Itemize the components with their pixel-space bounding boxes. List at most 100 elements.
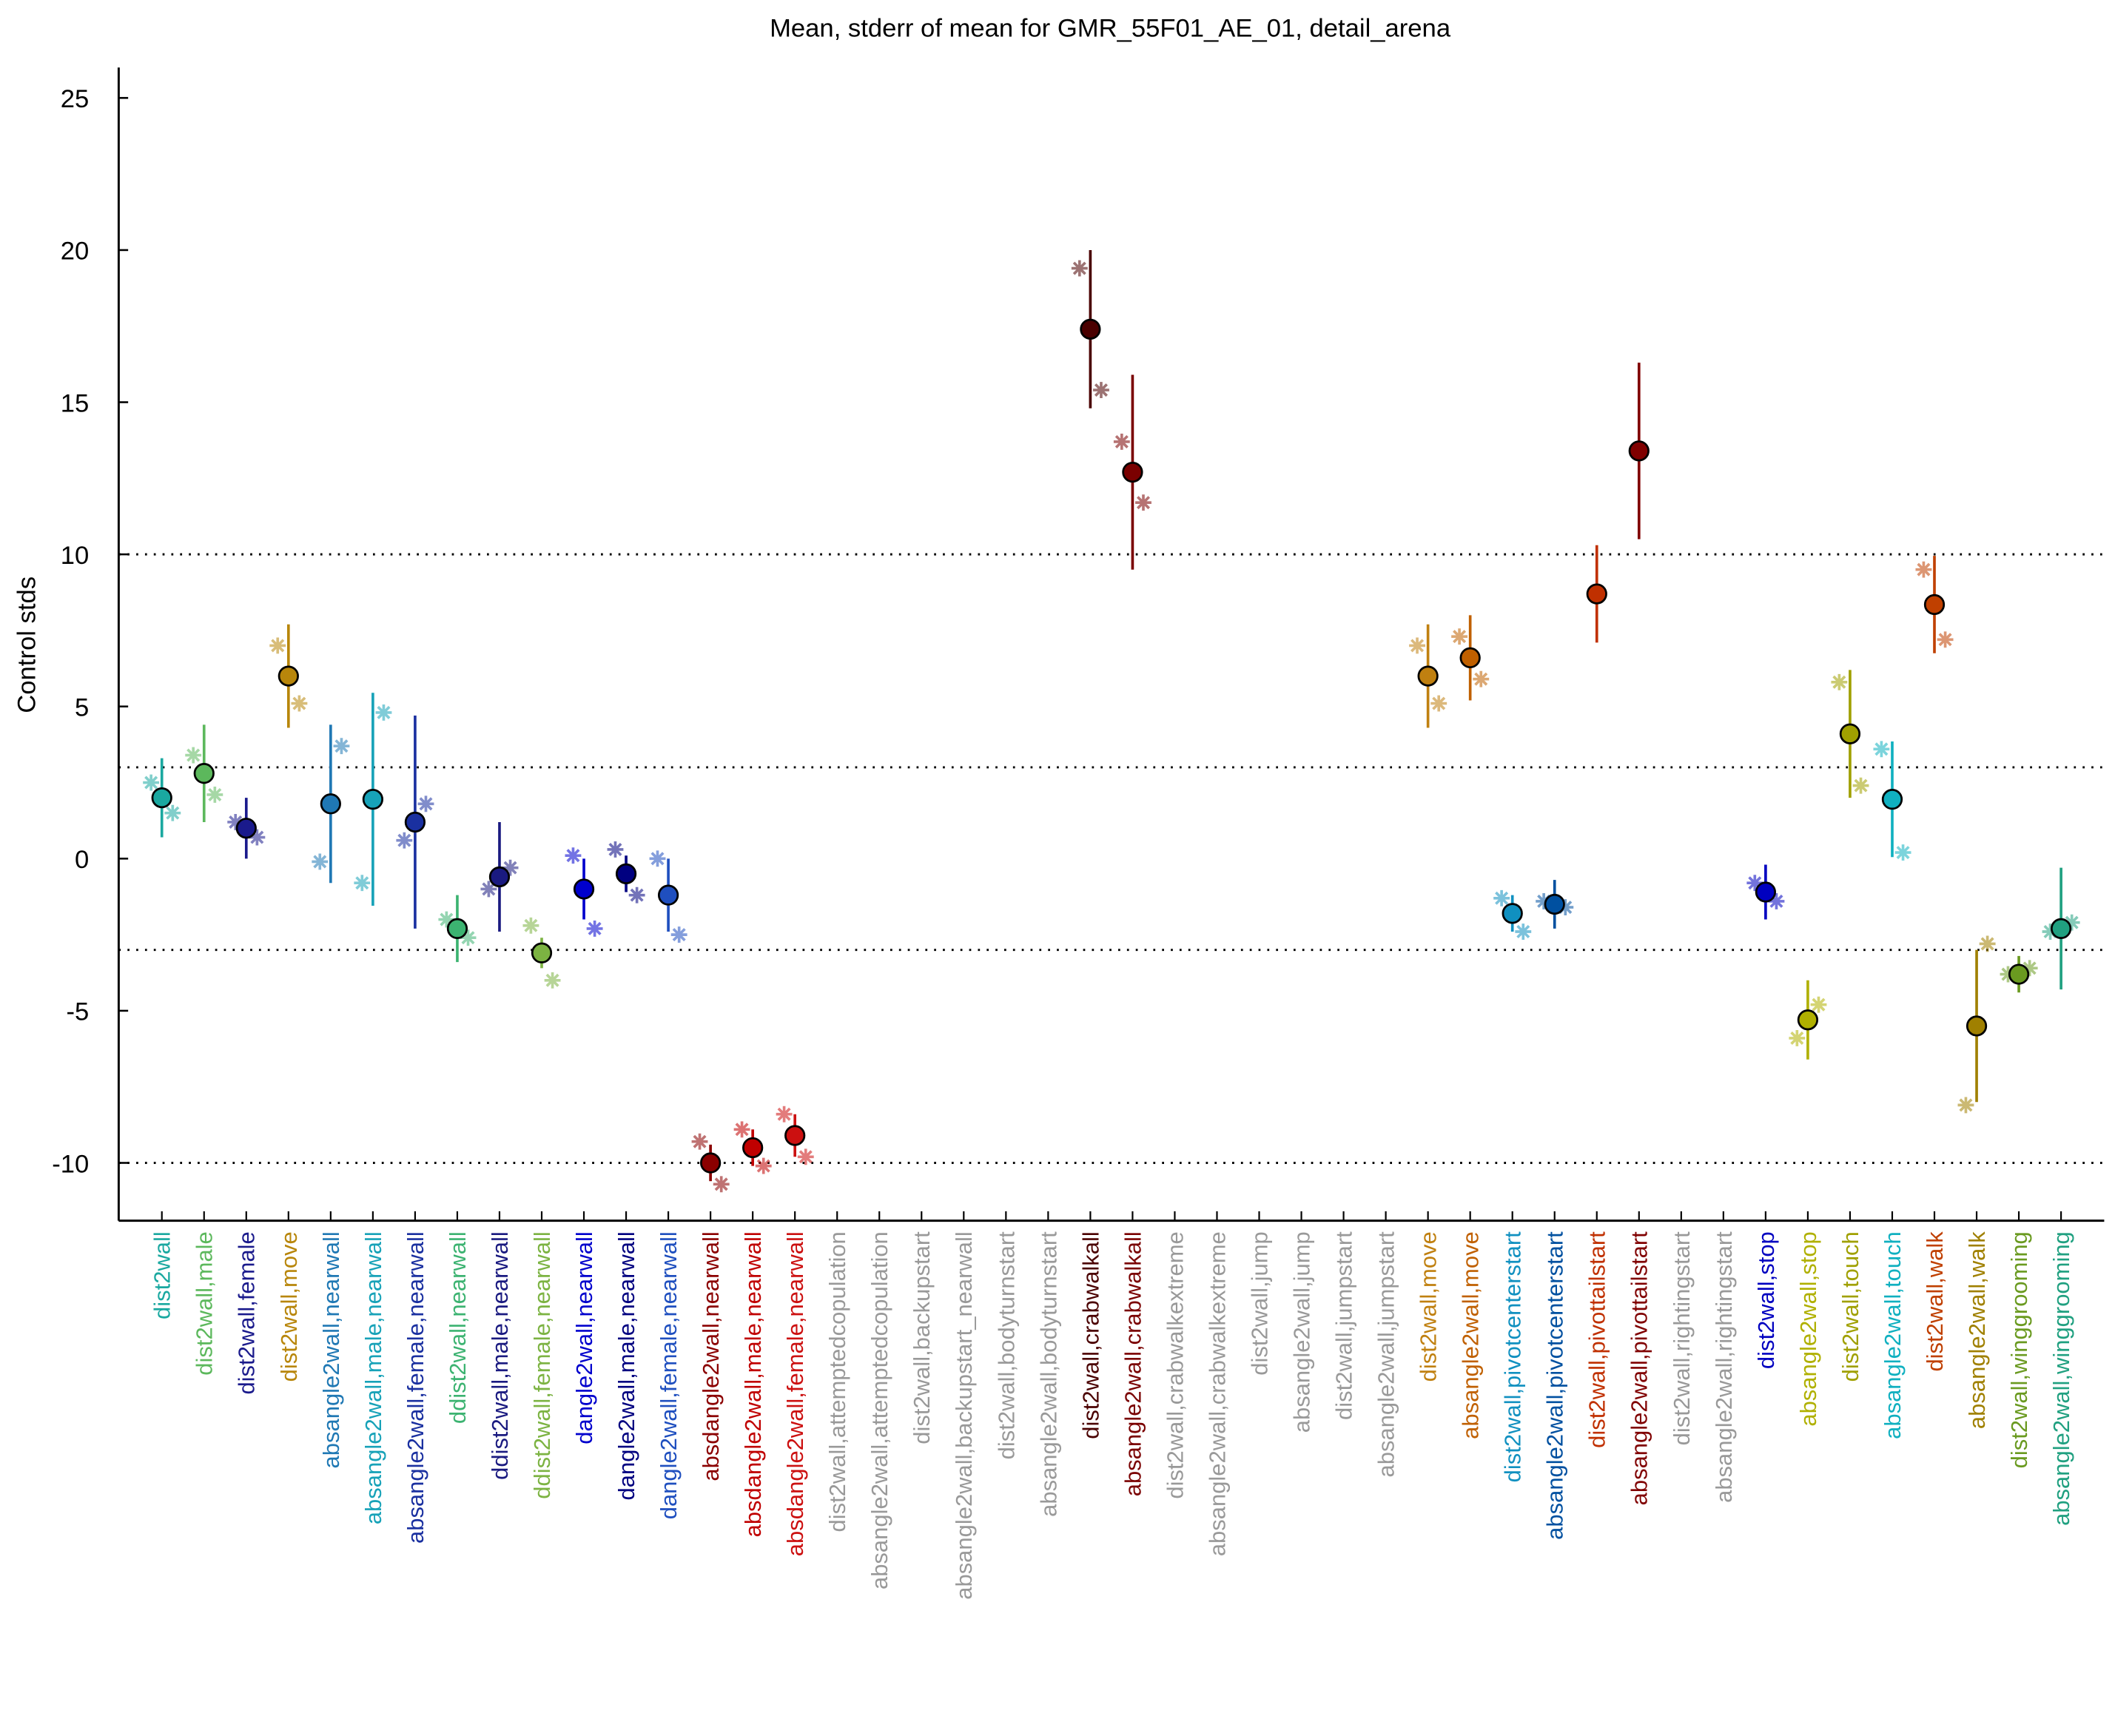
mean-marker [362, 789, 384, 810]
x-tick-label: ddist2wall,male,nearwall [487, 1231, 513, 1480]
sex-mean-marker [417, 795, 434, 813]
x-tick-label: dangle2wall,male,nearwall [613, 1231, 639, 1500]
sex-mean-marker [1768, 892, 1785, 909]
sex-mean-marker [2063, 914, 2080, 931]
sex-mean-marker [755, 1157, 772, 1174]
mean-marker [235, 818, 257, 839]
mean-marker [1755, 881, 1777, 903]
x-tick-label: dist2wall,crabwalkextreme [1162, 1231, 1188, 1498]
sex-mean-marker [733, 1121, 750, 1138]
x-tick-label: dist2wall [149, 1231, 175, 1319]
x-tick-label: dist2wall,stop [1753, 1231, 1779, 1369]
mean-marker [531, 942, 553, 963]
x-tick-label: absangle2wall,backupstart_nearwall [951, 1231, 977, 1600]
sex-mean-marker [649, 850, 666, 867]
sex-mean-marker [565, 847, 582, 864]
sex-mean-marker [185, 747, 202, 764]
x-tick-label: absdangle2wall,female,nearwall [782, 1231, 808, 1556]
sex-mean-marker [502, 859, 519, 876]
y-axis-label: Control stds [13, 576, 41, 713]
x-tick-label: dist2wall,move [276, 1231, 302, 1382]
sex-mean-marker [1894, 844, 1911, 861]
sex-mean-marker [1957, 1097, 1974, 1114]
sex-mean-marker [586, 920, 603, 937]
x-tick-label: dist2wall,winggrooming [2006, 1231, 2032, 1468]
mean-marker [151, 787, 172, 809]
sex-mean-marker [206, 787, 223, 803]
chart-title: Mean, stderr of mean for GMR_55F01_AE_01… [770, 14, 1451, 42]
x-tick-label: absangle2wall,move [1458, 1231, 1484, 1439]
sex-mean-marker [1979, 935, 1996, 952]
mean-marker [784, 1125, 806, 1146]
mean-marker [1502, 903, 1523, 924]
x-tick-label: dist2wall,move [1416, 1231, 1442, 1382]
x-tick-label: dist2wall,pivottailstart [1584, 1231, 1610, 1448]
mean-marker [2008, 963, 2030, 985]
sex-mean-marker [691, 1133, 708, 1150]
mean-marker [320, 793, 341, 815]
x-tick-label: dist2wall,male [192, 1231, 218, 1376]
mean-marker [1544, 893, 1565, 915]
sex-mean-marker [143, 774, 160, 791]
x-tick-label: absangle2wall,bodyturnstart [1035, 1231, 1061, 1517]
mean-marker [742, 1137, 764, 1159]
mean-marker [2050, 918, 2072, 940]
sex-mean-marker [354, 875, 371, 892]
x-tick-label: absangle2wall,pivottailstart [1627, 1231, 1652, 1506]
x-tick-label: absdangle2wall,male,nearwall [740, 1231, 766, 1537]
sex-mean-marker [628, 886, 645, 904]
mean-marker [404, 811, 426, 833]
sex-mean-marker [1515, 923, 1532, 940]
mean-marker [573, 878, 595, 900]
sex-mean-marker [1493, 889, 1510, 906]
sex-mean-marker [776, 1106, 793, 1123]
x-tick-label: absangle2wall,jump [1288, 1231, 1314, 1433]
sex-mean-marker [1937, 631, 1954, 648]
x-tick-label: dist2wall,attemptedcopulation [824, 1231, 850, 1532]
sex-mean-marker [2021, 960, 2038, 977]
mean-marker [1797, 1009, 1819, 1031]
sex-mean-marker [797, 1148, 814, 1165]
sex-mean-marker [1557, 899, 1574, 916]
mean-marker [1586, 583, 1607, 605]
x-tick-label: dangle2wall,nearwall [571, 1231, 597, 1444]
x-tick-label: absangle2wall,winggrooming [2048, 1231, 2074, 1526]
mean-marker [488, 866, 511, 888]
sex-mean-marker [2042, 923, 2059, 940]
x-tick-label: dist2wall,touch [1837, 1231, 1863, 1382]
sex-mean-marker [1430, 695, 1447, 712]
sex-mean-marker [2000, 966, 2017, 983]
mean-marker [278, 665, 299, 687]
mean-marker [657, 884, 679, 906]
y-tick-label: -5 [67, 998, 90, 1026]
sex-mean-marker [438, 911, 455, 928]
mean-marker [193, 763, 215, 784]
mean-marker [1628, 440, 1650, 462]
mean-marker [1417, 665, 1439, 687]
sex-mean-marker [1113, 434, 1130, 450]
sex-mean-marker [607, 841, 624, 858]
x-tick-label: dist2wall,backupstart [909, 1231, 935, 1444]
x-tick-label: dist2wall,rightingstart [1669, 1231, 1695, 1446]
x-tick-label: absangle2wall,crabwalkextreme [1204, 1231, 1230, 1556]
y-tick-label: 20 [61, 238, 90, 266]
mean-marker [1459, 647, 1481, 669]
sex-mean-marker [522, 917, 539, 934]
mean-marker [1923, 593, 1946, 616]
sex-mean-marker [164, 804, 181, 821]
x-tick-label: absangle2wall,walk [1964, 1231, 1990, 1429]
x-tick-label: dist2wall,bodyturnstart [993, 1231, 1019, 1460]
sex-mean-marker [269, 637, 286, 654]
y-tick-label: 5 [75, 693, 89, 721]
mean-marker [1881, 789, 1903, 810]
mean-marker [699, 1152, 722, 1174]
sex-mean-marker [1873, 741, 1890, 758]
x-tick-label: absangle2wall,female,nearwall [403, 1231, 428, 1544]
x-tick-label: absdangle2wall,nearwall [698, 1231, 724, 1481]
x-tick-label: absangle2wall,male,nearwall [360, 1231, 386, 1524]
x-tick-label: dist2wall,jumpstart [1331, 1231, 1357, 1420]
sex-mean-marker [670, 926, 687, 943]
sex-mean-marker [1810, 996, 1827, 1013]
